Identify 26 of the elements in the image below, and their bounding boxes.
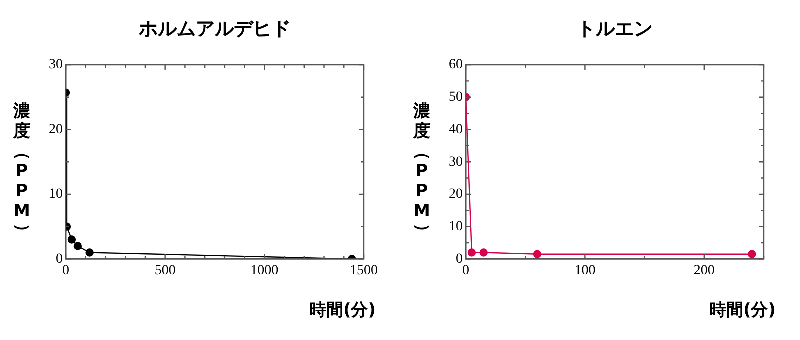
- x-tick-label: 500: [154, 263, 176, 278]
- y-tick-label: 50: [449, 90, 463, 106]
- x-tick-label: 200: [694, 263, 715, 278]
- x-axis-title: 時間(分): [709, 300, 776, 320]
- x-tick-label: 100: [574, 263, 596, 278]
- y-tick-label: 20: [449, 187, 463, 202]
- y-axis-title: 濃度（PPM）: [12, 101, 33, 240]
- y-tick-label: 0: [456, 252, 463, 267]
- y-tick-label: 20: [49, 122, 63, 138]
- point: [480, 248, 488, 257]
- chart-title: ホルムアルデヒド: [138, 18, 291, 40]
- y-tick-label: 30: [449, 154, 463, 170]
- x-tick-label: 1000: [250, 263, 279, 278]
- y-tick-label: 30: [49, 58, 63, 73]
- point: [468, 248, 476, 257]
- y-tick-label: 0: [56, 252, 63, 267]
- chart-title: トルエン: [577, 18, 653, 40]
- y-tick-label: 60: [449, 58, 463, 73]
- y-axis-title: 濃度（PPM）: [412, 101, 433, 240]
- point: [533, 250, 542, 258]
- y-tick-label: 10: [49, 187, 63, 202]
- x-tick-label: 1500: [350, 263, 378, 278]
- y-tick-label: 10: [449, 220, 463, 235]
- x-axis-title: 時間(分): [309, 300, 376, 320]
- y-tick-label: 40: [449, 122, 463, 138]
- point: [748, 250, 756, 258]
